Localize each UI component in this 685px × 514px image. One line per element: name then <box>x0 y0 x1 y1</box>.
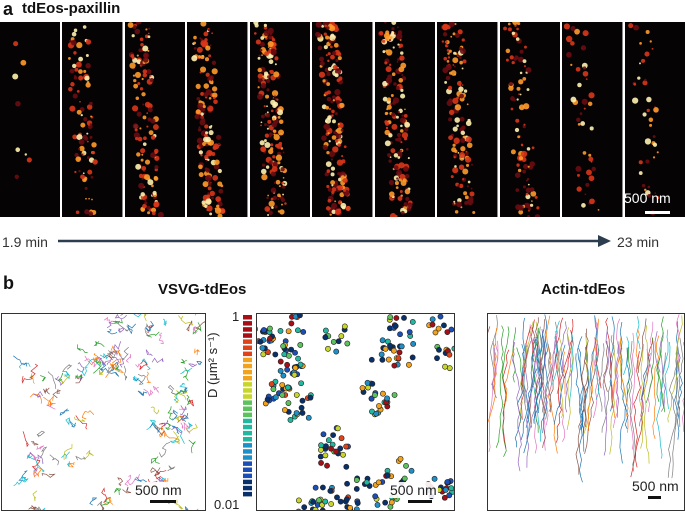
actin-trajectory-plot <box>487 313 685 511</box>
time-lapse-frame <box>499 22 561 217</box>
time-lapse-frame <box>562 22 623 217</box>
vsvg-trajectory-scale-bar-label: 500 nm <box>134 482 183 498</box>
time-lapse-frame <box>62 22 123 217</box>
time-lapse-frame <box>249 22 311 217</box>
time-start-label: 1.9 min <box>2 234 48 250</box>
vsvg-diffusion-map <box>256 313 455 511</box>
tdeos-paxillin-time-lapse-strip <box>0 22 685 217</box>
time-arrow <box>58 235 611 247</box>
vsvg-tdeos-title: VSVG-tdEos <box>158 281 247 298</box>
vsvg-diffusion-scale-bar-label: 500 nm <box>389 482 438 498</box>
actin-scale-bar-label: 500 nm <box>631 478 680 494</box>
time-end-label: 23 min <box>617 234 660 250</box>
panel-a-scale-bar-label: 500 nm <box>624 190 671 206</box>
time-lapse-frame <box>374 22 436 217</box>
time-lapse-frame <box>0 22 61 217</box>
time-lapse-frame <box>437 22 498 217</box>
time-lapse-frame <box>624 22 685 217</box>
actin-scale-bar <box>648 496 661 499</box>
vsvg-diffusion-scale-bar <box>408 500 432 503</box>
colorbar-min-label: 0.01 <box>214 497 240 512</box>
vsvg-trajectory-scale-bar <box>150 500 176 503</box>
actin-tdeos-title: Actin-tdEos <box>541 281 626 298</box>
time-lapse-frame <box>124 22 186 217</box>
panel-a-title: tdEos-paxillin <box>22 0 121 17</box>
panel-a-letter: a <box>3 0 14 19</box>
time-lapse-frame <box>312 22 373 217</box>
colorbar-max-label: 1 <box>232 309 240 324</box>
panel-a-scale-bar <box>645 211 670 214</box>
diffusion-colorbar <box>243 315 252 498</box>
colorbar-axis-label: D (μm² s⁻¹) <box>205 332 220 398</box>
panel-b-letter: b <box>3 273 14 293</box>
time-lapse-frame <box>187 22 248 217</box>
